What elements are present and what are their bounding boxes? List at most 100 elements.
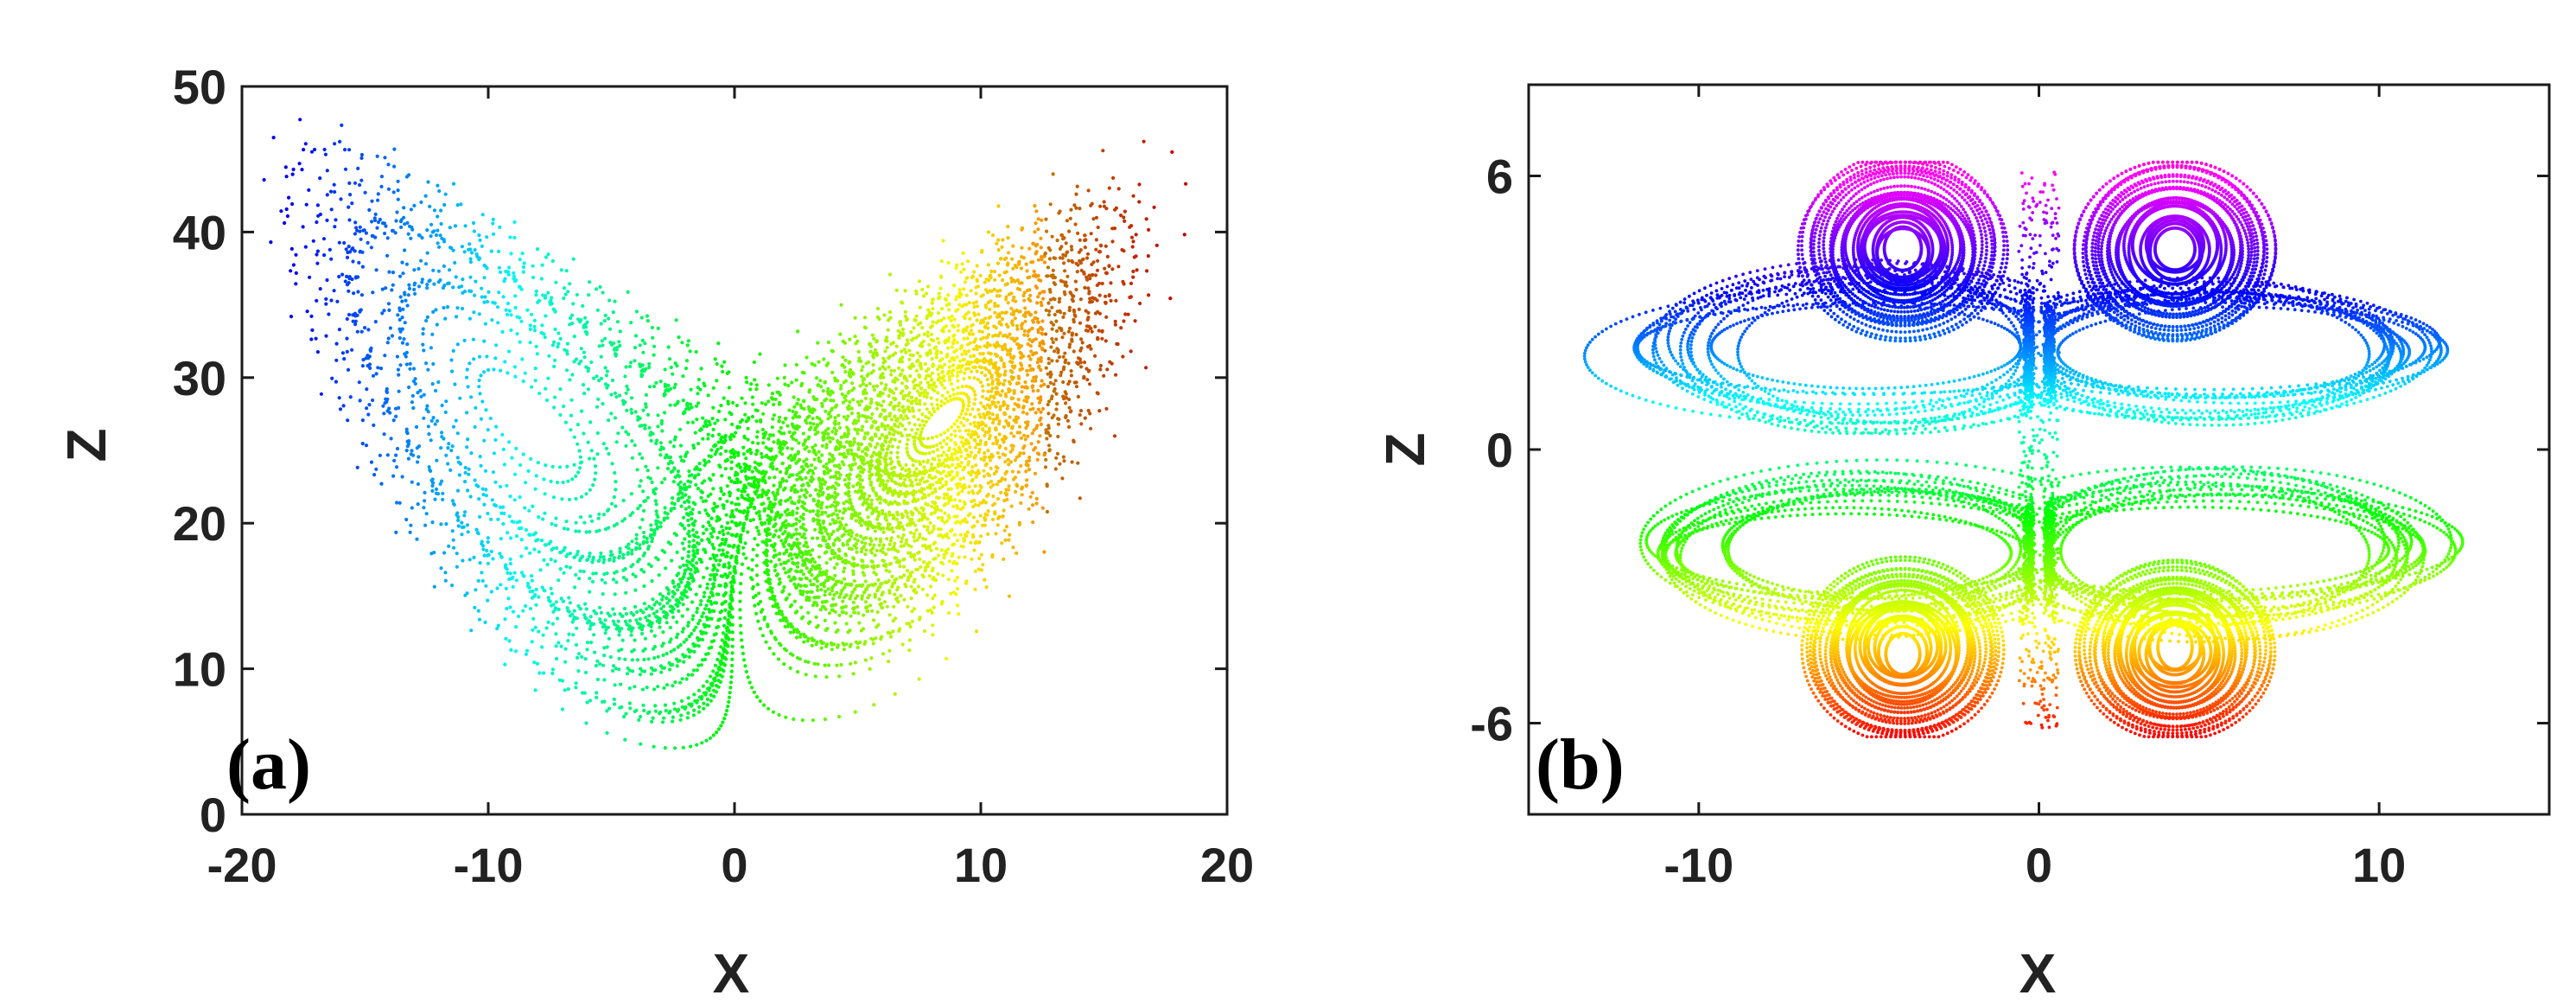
- data-point: [429, 438, 433, 443]
- data-point: [512, 220, 517, 224]
- data-point: [460, 520, 464, 525]
- data-point: [718, 558, 722, 563]
- data-point: [860, 478, 864, 482]
- data-point: [922, 465, 926, 469]
- data-point: [1088, 277, 1092, 281]
- data-point: [861, 365, 865, 369]
- data-point: [905, 538, 909, 542]
- data-point: [997, 455, 1002, 460]
- data-point: [956, 323, 960, 328]
- data-point: [815, 536, 820, 540]
- data-point: [471, 337, 476, 341]
- data-point: [430, 230, 435, 234]
- data-point: [923, 361, 927, 367]
- data-point: [719, 724, 723, 728]
- data-point: [843, 444, 847, 450]
- data-point: [943, 362, 947, 367]
- data-point: [1079, 365, 1084, 369]
- data-point: [593, 464, 598, 469]
- data-point: [887, 393, 891, 399]
- data-point: [917, 279, 922, 284]
- data-point: [909, 531, 913, 535]
- data-point: [935, 481, 939, 485]
- data-point: [764, 402, 768, 406]
- data-point: [805, 577, 809, 581]
- data-point: [641, 408, 646, 412]
- data-point: [1014, 323, 1020, 329]
- data-point: [532, 660, 537, 665]
- data-point: [1027, 297, 1031, 301]
- data-point: [908, 373, 913, 379]
- data-point: [676, 399, 680, 404]
- data-point: [811, 718, 816, 723]
- data-point: [691, 533, 696, 538]
- data-point: [954, 297, 958, 302]
- data-point: [761, 441, 766, 445]
- data-point: [661, 653, 665, 658]
- data-point: [837, 476, 842, 481]
- data-point: [676, 632, 680, 636]
- data-point: [415, 537, 419, 541]
- data-point: [287, 195, 291, 200]
- data-point: [1020, 323, 1024, 328]
- data-point: [524, 527, 529, 533]
- data-point: [904, 509, 908, 514]
- data-point: [1097, 329, 1101, 333]
- data-point: [391, 418, 396, 423]
- data-point: [995, 466, 1000, 470]
- data-point: [705, 703, 709, 707]
- data-point: [583, 657, 588, 661]
- data-point: [521, 380, 525, 384]
- data-point: [447, 442, 451, 446]
- data-point: [1060, 476, 1065, 481]
- data-point: [641, 489, 646, 494]
- data-point: [466, 530, 470, 534]
- data-point: [722, 648, 726, 652]
- data-point: [291, 167, 296, 172]
- data-point: [572, 609, 576, 613]
- data-point: [801, 572, 806, 577]
- data-point: [875, 457, 880, 463]
- data-point: [568, 378, 572, 382]
- data-point: [727, 386, 731, 390]
- data-point: [987, 398, 991, 402]
- data-point: [668, 625, 672, 630]
- data-point: [790, 435, 794, 439]
- data-point: [1015, 431, 1020, 435]
- data-point: [961, 506, 965, 510]
- data-point: [394, 453, 398, 457]
- data-point: [817, 544, 822, 548]
- data-point: [1031, 503, 1035, 507]
- data-point: [687, 469, 691, 474]
- data-point: [921, 575, 925, 579]
- data-point: [770, 392, 775, 396]
- data-point: [671, 372, 675, 376]
- data-point: [817, 595, 821, 600]
- data-point: [692, 708, 696, 712]
- data-point: [412, 283, 417, 287]
- data-point: [950, 554, 954, 558]
- data-point: [1131, 269, 1135, 274]
- data-point: [555, 616, 560, 621]
- data-point: [690, 617, 695, 622]
- data-point: [874, 434, 878, 438]
- data-point: [1022, 290, 1027, 295]
- data-point: [434, 388, 438, 393]
- data-point: [641, 350, 646, 354]
- data-point: [563, 420, 569, 424]
- data-point: [963, 371, 967, 375]
- data-point: [907, 357, 912, 361]
- data-point: [599, 322, 603, 326]
- data-point: [504, 308, 508, 312]
- data-point: [860, 594, 865, 598]
- data-point: [743, 664, 747, 668]
- data-point: [891, 474, 895, 478]
- data-point: [770, 461, 774, 465]
- data-point: [930, 569, 934, 573]
- data-point: [712, 688, 716, 692]
- data-point: [321, 237, 327, 241]
- data-point: [1037, 452, 1041, 456]
- data-point: [680, 677, 684, 681]
- data-point: [994, 386, 998, 390]
- data-point: [325, 193, 329, 197]
